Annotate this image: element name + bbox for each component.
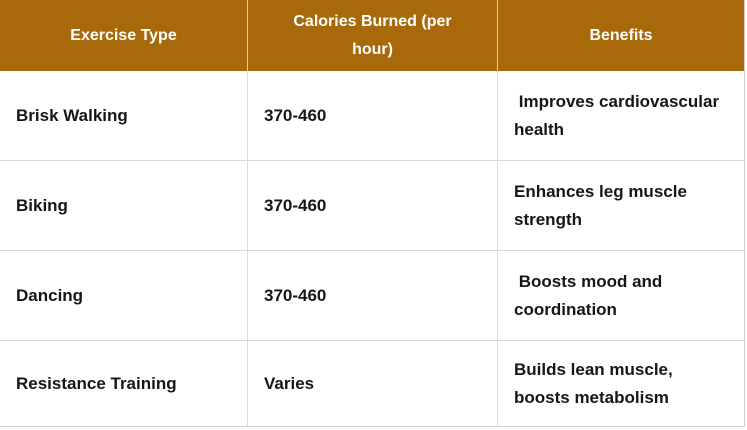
header-cell-exercise-type: Exercise Type bbox=[0, 0, 248, 71]
cell-benefits: Enhances leg muscle strength bbox=[498, 161, 744, 251]
header-cell-calories-burned: Calories Burned (per hour) bbox=[248, 0, 498, 71]
cell-exercise-type: Resistance Training bbox=[0, 341, 248, 426]
header-cell-benefits: Benefits bbox=[498, 0, 744, 71]
cell-benefits: Improves cardiovascular health bbox=[498, 71, 744, 161]
cell-exercise-type: Dancing bbox=[0, 251, 248, 341]
cell-benefits: Boosts mood and coordination bbox=[498, 251, 744, 341]
cell-calories: 370-460 bbox=[248, 251, 498, 341]
cell-exercise-type: Brisk Walking bbox=[0, 71, 248, 161]
cell-calories: 370-460 bbox=[248, 161, 498, 251]
cell-calories: 370-460 bbox=[248, 71, 498, 161]
cell-benefits: Builds lean muscle, boosts metabolism bbox=[498, 341, 744, 426]
cell-exercise-type: Biking bbox=[0, 161, 248, 251]
cell-calories: Varies bbox=[248, 341, 498, 426]
